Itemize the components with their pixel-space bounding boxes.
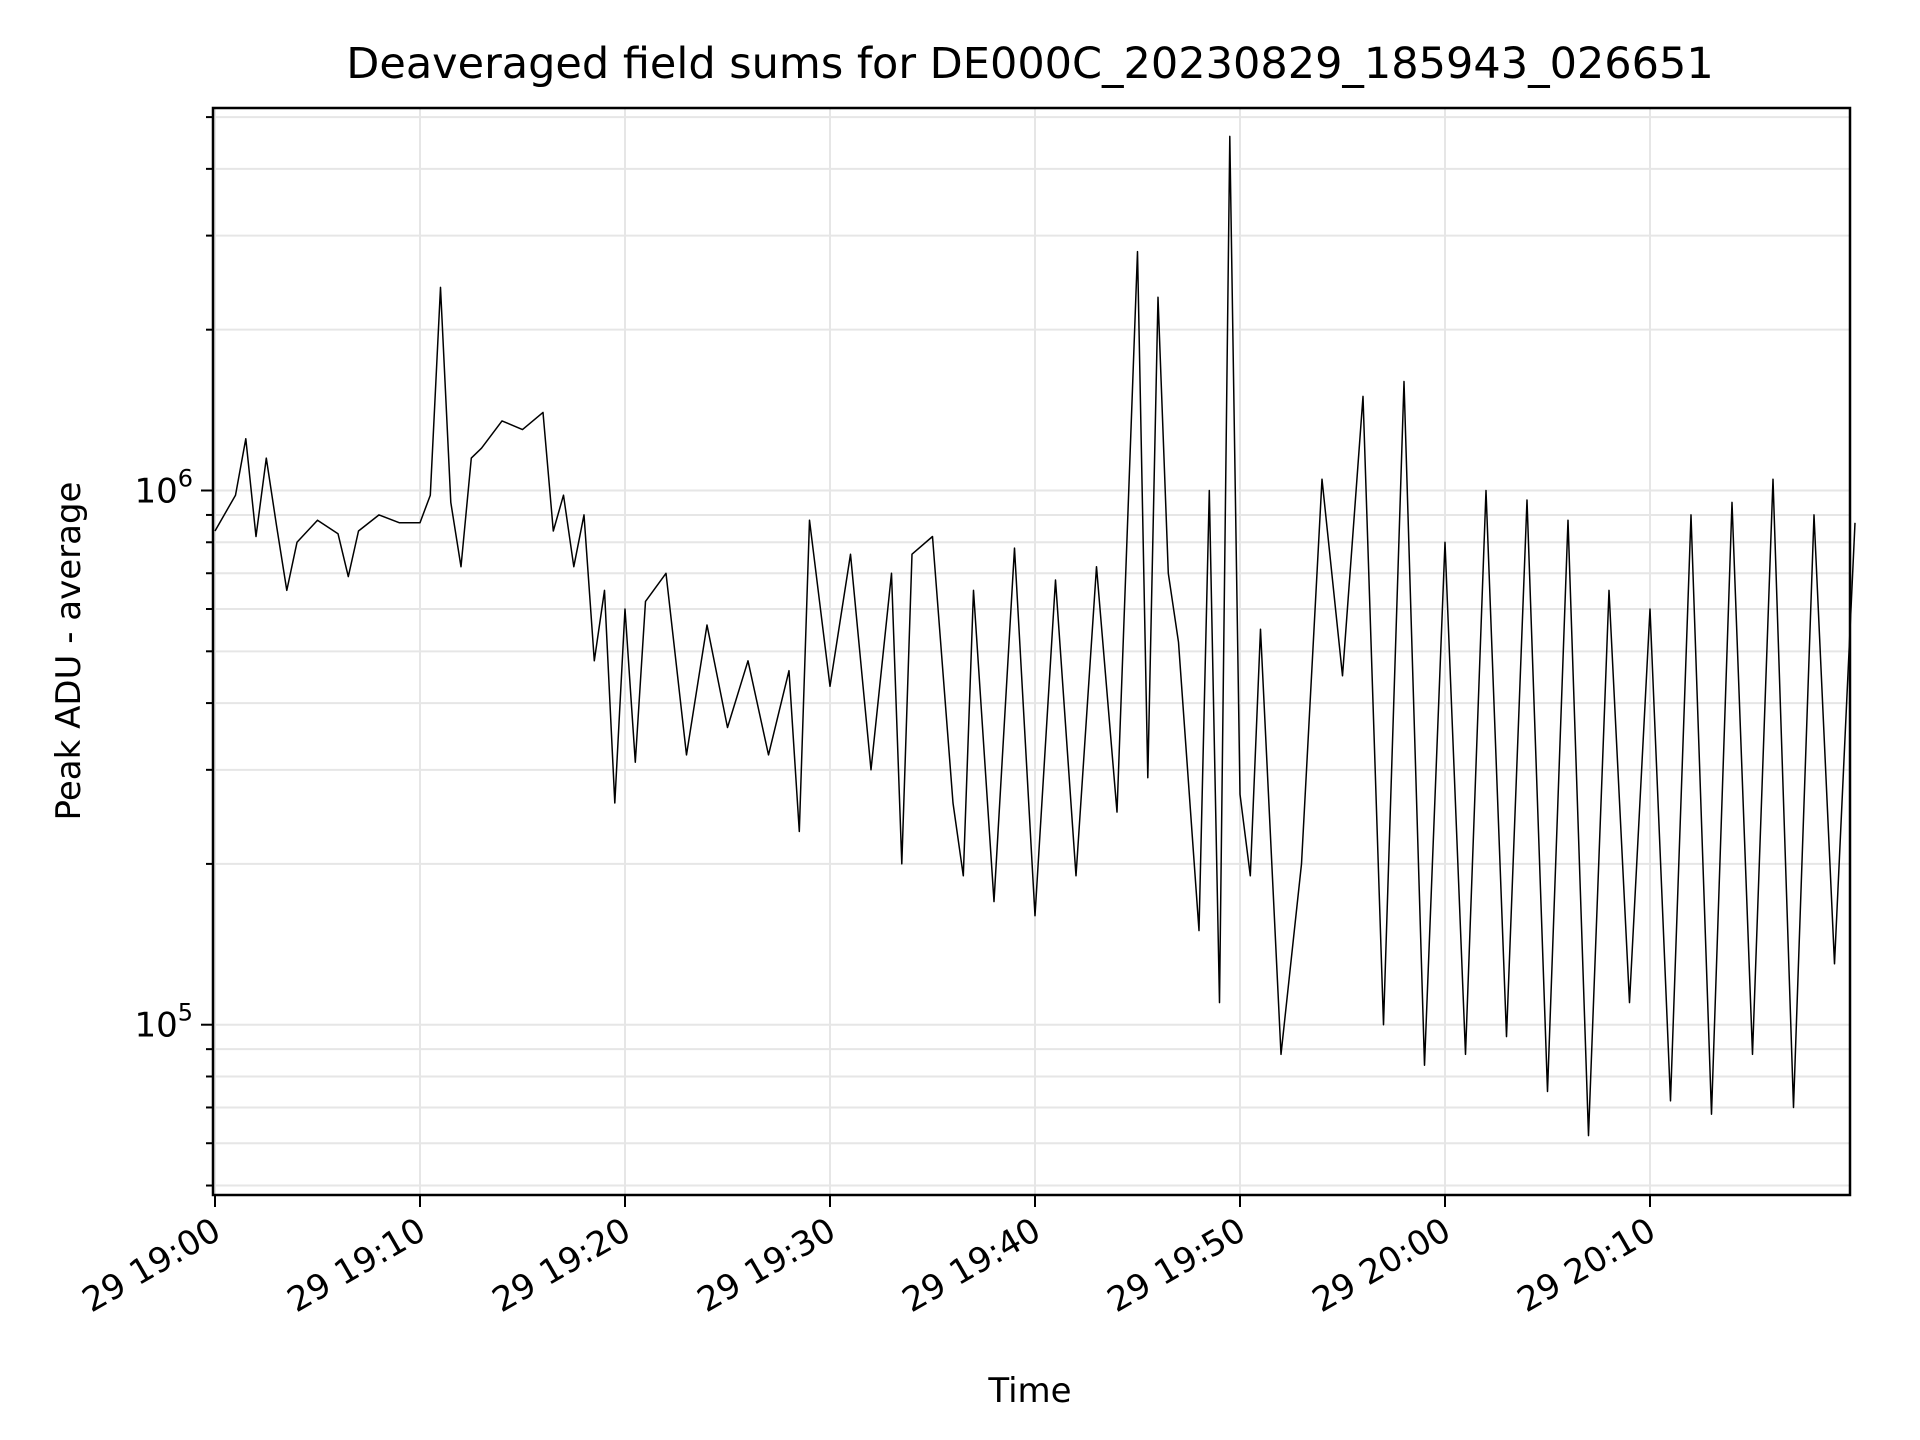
y-tick-label: 105 [134,999,193,1046]
y-tick-label: 106 [134,464,193,511]
series-line [214,135,1856,1137]
y-axis: 105 106 [134,116,213,1187]
data-series [214,135,1856,1137]
x-axis-label: Time [987,1371,1071,1411]
y-axis-label: Peak ADU - average [49,482,89,821]
chart-title: Deaveraged field sums for DE000C_2023082… [346,39,1713,89]
